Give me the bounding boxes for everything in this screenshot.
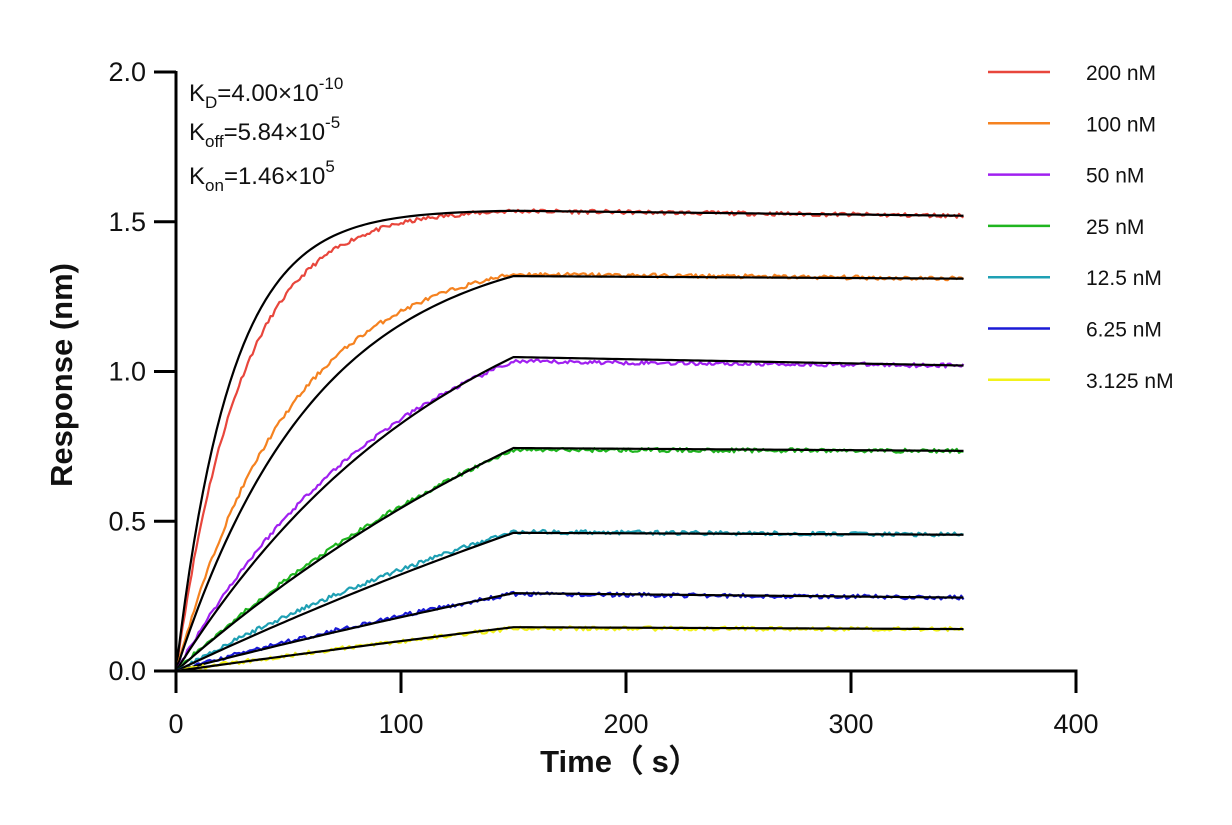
measured-curve-2 [175, 358, 965, 672]
legend: 200 nM 100 nM 50 nM 25 nM 12.5 nM 6.25 nM 3.12… [988, 62, 1174, 393]
legend-label: 3.125 nM [1086, 370, 1174, 393]
legend-label: 25 nM [1086, 216, 1144, 239]
plot-curves [174, 208, 965, 673]
fit-curve-2 [175, 355, 964, 672]
tick-labels: 0.0 0.5 1.0 1.5 2.0 0 100 200 300 400 [108, 57, 1098, 739]
measured-curve-5 [175, 590, 965, 673]
x-axis-title: Time（ s） [540, 744, 700, 779]
fit-curve-4 [175, 531, 964, 672]
x-tick-label: 400 [1053, 709, 1098, 739]
fit-curve-6 [175, 626, 964, 673]
legend-label: 6.25 nM [1086, 319, 1162, 342]
y-tick-label: 2.0 [108, 57, 146, 87]
kinetic-constant-koff: Koff=5.84×10-5 [189, 113, 340, 151]
x-tick-label: 200 [603, 709, 648, 739]
y-tick-label: 1.0 [108, 357, 146, 387]
kinetic-constant-kon: Kon=1.46×105 [189, 157, 335, 195]
axes [154, 70, 1078, 693]
x-tick-label: 0 [168, 709, 183, 739]
fit-curve-5 [175, 592, 964, 673]
x-tick-label: 300 [828, 709, 873, 739]
fit-curve-0 [174, 209, 964, 672]
y-tick-label: 1.5 [108, 207, 146, 237]
legend-label: 50 nM [1086, 165, 1144, 188]
legend-label: 100 nM [1086, 113, 1156, 136]
y-axis-title: Response (nm) [44, 263, 79, 487]
x-tick-label: 100 [378, 709, 423, 739]
y-tick-label: 0.0 [108, 656, 146, 686]
measured-curve-4 [175, 528, 964, 672]
legend-label: 12.5 nM [1086, 267, 1162, 290]
kinetic-constant-kd: KD=4.00×10-10 [189, 74, 343, 112]
measured-curve-3 [175, 446, 964, 672]
fit-curve-3 [175, 446, 964, 672]
legend-label: 200 nM [1086, 62, 1156, 85]
measured-curve-6 [175, 625, 965, 673]
fit-curve-1 [174, 275, 964, 672]
measured-curve-1 [174, 271, 965, 672]
y-tick-label: 0.5 [108, 506, 146, 536]
